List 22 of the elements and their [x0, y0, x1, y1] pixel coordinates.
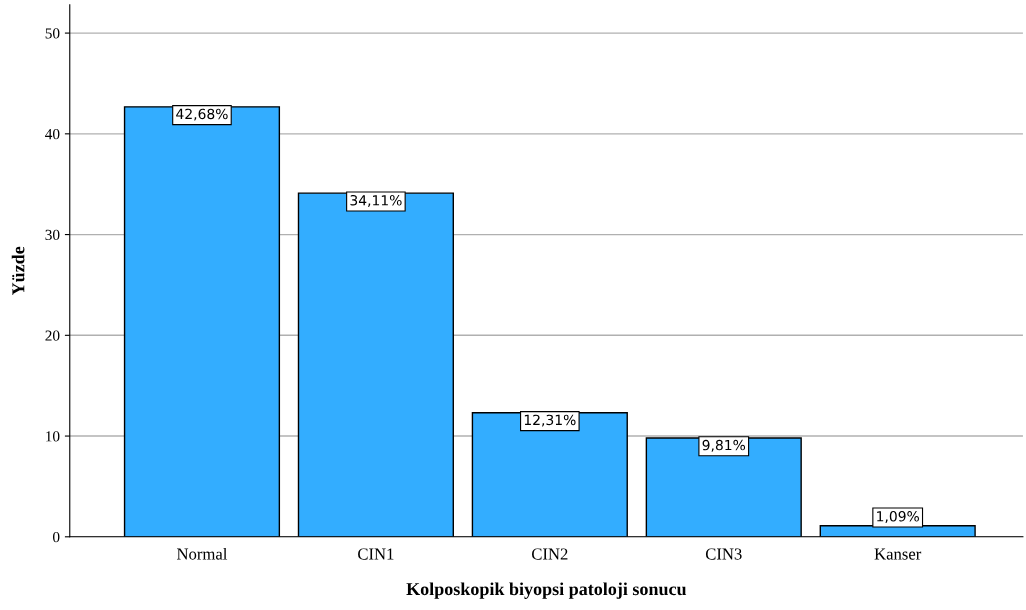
bar	[471, 412, 628, 537]
y-tick-label: 30	[45, 229, 60, 241]
y-tick-label: 0	[52, 531, 60, 543]
y-tick-label: 10	[46, 431, 60, 442]
x-axis-title: Kolposkopik biyopsi patoloji sonucu	[406, 582, 687, 599]
x-tick-label: Kanser	[874, 548, 922, 560]
x-tick-label: Normal	[176, 547, 228, 560]
bar	[645, 437, 802, 537]
y-tick-label: 40	[45, 128, 60, 140]
data-label: 42,68%	[176, 108, 228, 121]
bar	[297, 192, 454, 537]
y-tick-label: 20	[45, 330, 60, 341]
data-label: 34,11%	[350, 195, 402, 207]
data-label: 1,09%	[877, 511, 919, 523]
data-label: 9,81%	[702, 439, 746, 452]
data-label: 12,31%	[524, 414, 576, 427]
x-tick-label: CIN2	[531, 548, 568, 560]
y-axis-title: Yüzde	[11, 246, 25, 296]
x-tick-label: CIN1	[358, 548, 394, 560]
x-tick-label: CIN3	[705, 548, 742, 560]
y-tick-label: 50	[45, 28, 60, 39]
bar	[123, 106, 281, 537]
